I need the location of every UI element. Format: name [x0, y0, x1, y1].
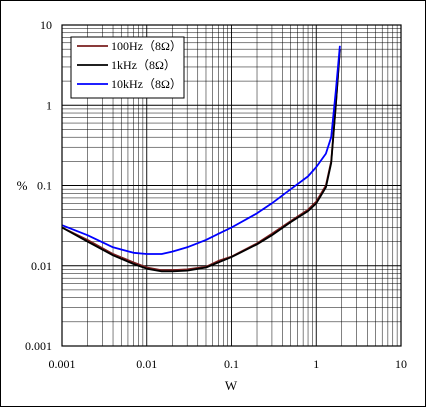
series-line-1 — [61, 49, 341, 273]
series-line-2 — [61, 45, 341, 255]
x-tick-label: 0.01 — [136, 357, 157, 371]
y-tick-label: 0.001 — [25, 339, 52, 353]
y-tick-label: 10 — [40, 18, 52, 32]
x-tick-label: 0.1 — [224, 357, 239, 371]
y-tick-label: 0.01 — [31, 259, 52, 273]
x-tick-label: 1 — [313, 357, 319, 371]
x-tick-label: 0.001 — [49, 357, 76, 371]
series-layer — [61, 45, 341, 273]
tick-labels: 0.001 0.01 0.1 1 10 10 1 0.1 0.01 0.001 — [25, 18, 407, 371]
y-axis-label: % — [17, 178, 28, 193]
x-axis-label: W — [225, 378, 238, 393]
legend-box — [70, 36, 185, 99]
legend: 100Hz（8Ω） 1kHz（8Ω） 10kHz（8Ω） — [70, 36, 185, 99]
y-tick-label: 0.1 — [37, 179, 52, 193]
plot-border — [61, 24, 402, 347]
legend-label-2: 10kHz（8Ω） — [111, 77, 182, 91]
series-line-0 — [61, 49, 341, 272]
legend-label-1: 1kHz（8Ω） — [111, 58, 176, 72]
legend-label-0: 100Hz（8Ω） — [111, 39, 182, 53]
y-tick-label: 1 — [46, 98, 52, 112]
x-tick-label: 10 — [395, 357, 407, 371]
